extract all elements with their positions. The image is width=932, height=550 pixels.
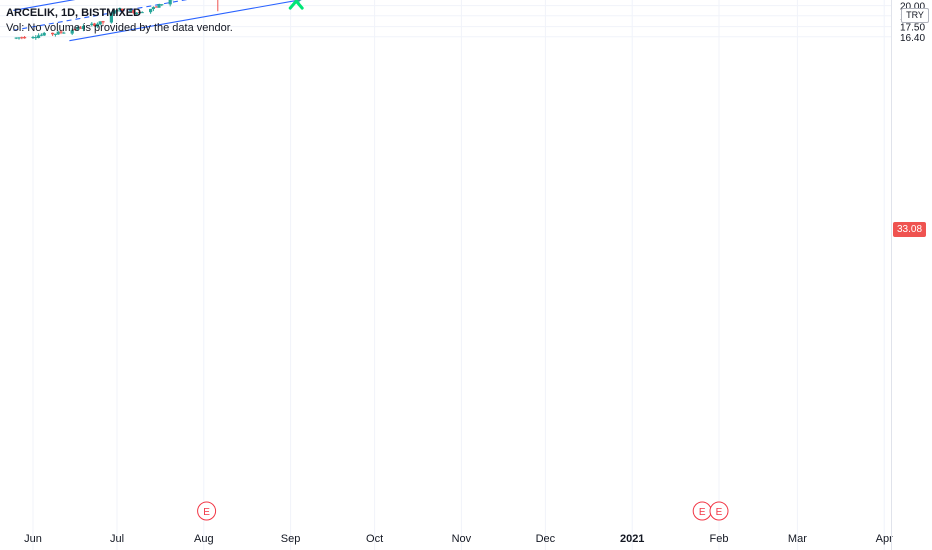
candle-body xyxy=(76,27,80,30)
earnings-badge[interactable]: E xyxy=(197,501,217,521)
candle-body xyxy=(154,6,158,8)
candle-body xyxy=(160,4,164,6)
x-tick-label: Jul xyxy=(110,533,124,545)
currency-button[interactable]: TRY xyxy=(901,8,929,23)
x-tick-label: Dec xyxy=(536,533,556,545)
price-axis-divider xyxy=(891,0,892,550)
earnings-badge[interactable]: E xyxy=(709,501,729,521)
grid-lines xyxy=(0,0,891,550)
time-axis[interactable]: Jun Jul Aug Sep Oct Nov Dec 2021 Feb Mar Apr xyxy=(24,533,893,545)
candle-body xyxy=(62,32,66,34)
candle-body xyxy=(109,12,113,23)
x-tick-label: Sep xyxy=(281,533,301,545)
candle-body xyxy=(70,29,74,34)
y-tick-label: 16.40 xyxy=(900,33,925,44)
candle-body xyxy=(42,32,46,36)
candles xyxy=(14,0,301,40)
x-tick-label: Feb xyxy=(710,533,729,545)
candle-body xyxy=(149,8,153,13)
last-price-label: 33.08 xyxy=(893,222,926,237)
candle-body xyxy=(297,0,301,1)
x-tick-label: 2021 xyxy=(620,533,644,545)
candle-body xyxy=(53,33,57,35)
candle-body xyxy=(37,35,41,38)
earnings-label: E xyxy=(203,507,210,518)
candle-body xyxy=(93,23,97,26)
candle-body xyxy=(98,21,102,25)
x-tick-label: Jun xyxy=(24,533,42,545)
candle-body xyxy=(101,21,105,23)
x-tick-label: Oct xyxy=(366,533,383,545)
candle-body xyxy=(31,37,35,39)
earnings-circle xyxy=(709,501,729,521)
x-tick-label: Mar xyxy=(788,533,807,545)
candle-body xyxy=(137,11,141,13)
candle-body xyxy=(132,10,136,14)
candle-body xyxy=(51,32,55,35)
earnings-label: E xyxy=(716,507,723,518)
candle-body xyxy=(79,27,83,29)
symbol-title[interactable]: ARCELIK, 1D, BISTMIXED xyxy=(6,7,142,19)
candle-body xyxy=(140,12,144,14)
candle-body xyxy=(115,10,119,12)
candle-body xyxy=(39,34,43,36)
candle-body xyxy=(135,12,139,15)
signal-markers xyxy=(288,0,304,10)
candle-body xyxy=(118,8,122,10)
candle-body xyxy=(23,37,27,39)
candle-body xyxy=(121,8,125,12)
candle-body xyxy=(112,10,116,14)
candle-body xyxy=(56,31,60,35)
candle-body xyxy=(20,37,24,39)
y-tick-label: 17.50 xyxy=(900,23,925,34)
candle-body xyxy=(59,31,63,33)
volume-note: Vol: No volume is provided by the data v… xyxy=(6,22,233,34)
x-tick-label: Apr xyxy=(876,533,893,545)
channel-lower xyxy=(69,0,303,42)
candle-body xyxy=(14,37,18,39)
candle-body xyxy=(168,0,172,5)
candle-body xyxy=(157,4,161,8)
candle-body xyxy=(129,10,133,12)
candle-body xyxy=(90,23,94,26)
candle-body xyxy=(73,28,77,30)
x-tick-label: Nov xyxy=(452,533,472,545)
earnings-badge[interactable]: E xyxy=(692,501,712,521)
candle-body xyxy=(95,23,99,27)
candle-body xyxy=(17,37,21,39)
x-tick-label: Aug xyxy=(194,533,214,545)
candle-body xyxy=(151,7,155,10)
earnings-label: E xyxy=(699,507,706,518)
earnings-circle xyxy=(197,501,217,521)
buy-marker xyxy=(288,0,304,10)
candle-body xyxy=(34,37,38,39)
y-tick-label: 20.00 xyxy=(900,2,925,13)
candle-body xyxy=(81,26,85,30)
